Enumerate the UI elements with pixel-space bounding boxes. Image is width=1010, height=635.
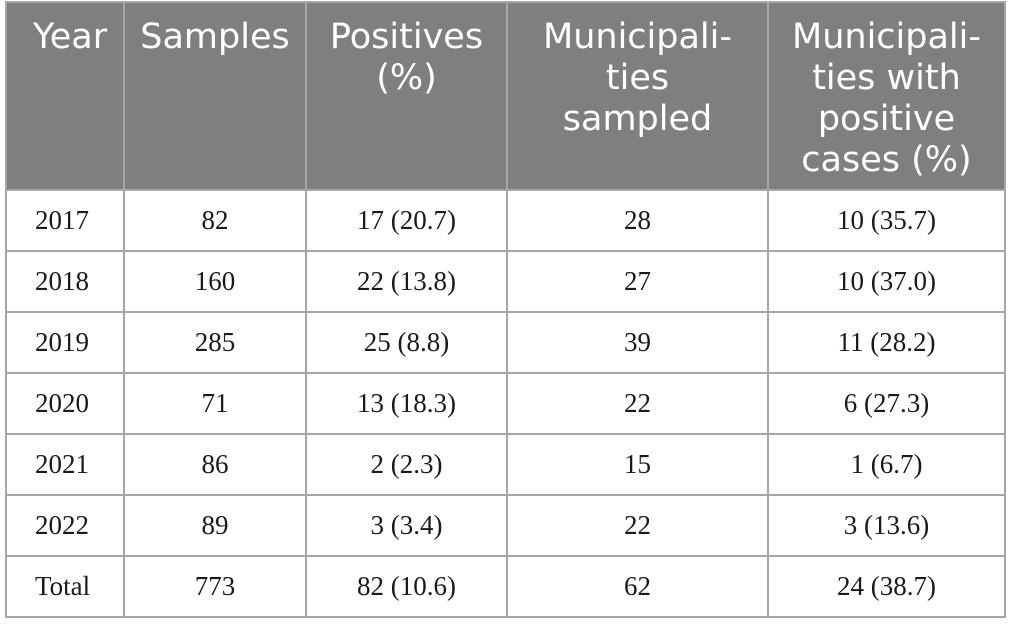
table-row: 2017 82 17 (20.7) 28 10 (35.7) bbox=[5, 189, 1006, 252]
data-table: Year Samples Positives (%) Municipali- t… bbox=[5, 1, 1006, 618]
cell-municipalities-positive: 10 (35.7) bbox=[767, 189, 1006, 252]
cell-year: 2019 bbox=[5, 311, 125, 374]
header-line: Municipali- bbox=[792, 17, 981, 57]
cell-municipalities-positive: 3 (13.6) bbox=[767, 494, 1006, 557]
header-line: cases (%) bbox=[801, 140, 972, 180]
cell-positives: 13 (18.3) bbox=[305, 372, 508, 435]
cell-positives: 82 (10.6) bbox=[305, 555, 508, 618]
cell-year: 2020 bbox=[5, 372, 125, 435]
table-row: 2022 89 3 (3.4) 22 3 (13.6) bbox=[5, 494, 1006, 557]
cell-municipalities-sampled: 15 bbox=[506, 433, 769, 496]
cell-municipalities-sampled: 39 bbox=[506, 311, 769, 374]
cell-municipalities-positive: 6 (27.3) bbox=[767, 372, 1006, 435]
cell-year: 2022 bbox=[5, 494, 125, 557]
header-municipalities-positive: Municipali- ties with positive cases (%) bbox=[767, 1, 1006, 191]
cell-year: 2021 bbox=[5, 433, 125, 496]
header-positives: Positives (%) bbox=[305, 1, 508, 191]
header-line: ties bbox=[605, 58, 670, 98]
table-row: 2020 71 13 (18.3) 22 6 (27.3) bbox=[5, 372, 1006, 435]
header-year: Year bbox=[5, 1, 125, 191]
header-line: sampled bbox=[562, 99, 713, 139]
header-line: ties with bbox=[812, 58, 961, 98]
cell-municipalities-sampled: 22 bbox=[506, 494, 769, 557]
cell-municipalities-sampled: 28 bbox=[506, 189, 769, 252]
cell-positives: 22 (13.8) bbox=[305, 250, 508, 313]
cell-municipalities-sampled: 27 bbox=[506, 250, 769, 313]
table-row-total: Total 773 82 (10.6) 62 24 (38.7) bbox=[5, 555, 1006, 618]
header-samples: Samples bbox=[123, 1, 307, 191]
cell-samples: 89 bbox=[123, 494, 307, 557]
cell-municipalities-sampled: 62 bbox=[506, 555, 769, 618]
cell-samples: 285 bbox=[123, 311, 307, 374]
header-line: positive bbox=[817, 99, 956, 139]
table-row: 2021 86 2 (2.3) 15 1 (6.7) bbox=[5, 433, 1006, 496]
table-header: Year Samples Positives (%) Municipali- t… bbox=[5, 1, 1006, 191]
header-line: Samples bbox=[140, 17, 290, 57]
cell-positives: 17 (20.7) bbox=[305, 189, 508, 252]
header-line: Year bbox=[33, 17, 108, 57]
table-body: 2017 82 17 (20.7) 28 10 (35.7) 2018 160 … bbox=[5, 189, 1006, 618]
cell-samples: 71 bbox=[123, 372, 307, 435]
cell-positives: 25 (8.8) bbox=[305, 311, 508, 374]
cell-year: 2018 bbox=[5, 250, 125, 313]
header-line: Positives bbox=[329, 17, 484, 57]
cell-municipalities-positive: 1 (6.7) bbox=[767, 433, 1006, 496]
cell-samples: 773 bbox=[123, 555, 307, 618]
header-line: Municipali- bbox=[543, 17, 732, 57]
cell-year: 2017 bbox=[5, 189, 125, 252]
header-line: (%) bbox=[376, 58, 437, 98]
cell-positives: 2 (2.3) bbox=[305, 433, 508, 496]
cell-positives: 3 (3.4) bbox=[305, 494, 508, 557]
cell-municipalities-positive: 11 (28.2) bbox=[767, 311, 1006, 374]
table-row: 2018 160 22 (13.8) 27 10 (37.0) bbox=[5, 250, 1006, 313]
cell-municipalities-positive: 24 (38.7) bbox=[767, 555, 1006, 618]
cell-municipalities-sampled: 22 bbox=[506, 372, 769, 435]
cell-samples: 86 bbox=[123, 433, 307, 496]
cell-samples: 160 bbox=[123, 250, 307, 313]
cell-municipalities-positive: 10 (37.0) bbox=[767, 250, 1006, 313]
cell-samples: 82 bbox=[123, 189, 307, 252]
header-municipalities-sampled: Municipali- ties sampled bbox=[506, 1, 769, 191]
cell-year: Total bbox=[5, 555, 125, 618]
table-row: 2019 285 25 (8.8) 39 11 (28.2) bbox=[5, 311, 1006, 374]
header-row: Year Samples Positives (%) Municipali- t… bbox=[5, 1, 1006, 191]
